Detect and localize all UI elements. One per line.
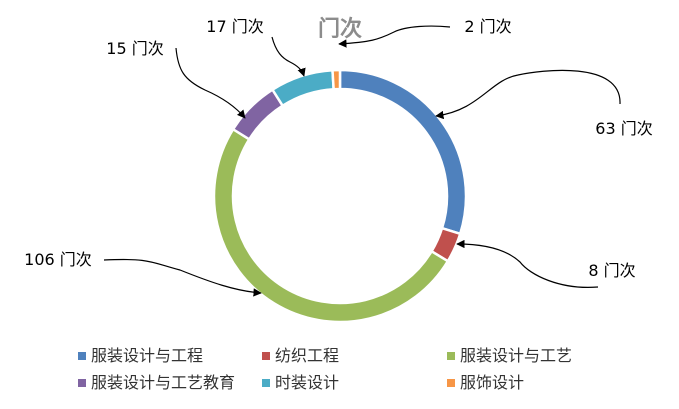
legend-swatch-5 (262, 379, 270, 387)
legend-label-6: 服饰设计 (460, 373, 524, 392)
leader-line-5 (271, 36, 306, 77)
data-label-1: 63 门次 (595, 119, 652, 138)
data-label-group: 63 门次 8 门次 106 门次 15 门次 17 门次 2 门次 (24, 17, 653, 280)
slice-3 (212, 127, 450, 324)
data-label-4: 15 门次 (106, 39, 163, 58)
legend-swatch-2 (262, 352, 270, 360)
slice-group (212, 68, 468, 324)
leader-line-3 (103, 258, 262, 297)
data-label-3: 106 门次 (24, 250, 92, 269)
data-label-6: 2 门次 (464, 17, 511, 36)
legend-label-3: 服装设计与工艺 (460, 346, 572, 365)
legend-label-2: 纺织工程 (275, 346, 339, 365)
legend-label-4: 服装设计与工艺教育 (91, 373, 235, 392)
legend-label-1: 服装设计与工程 (91, 346, 203, 365)
leader-line-4 (175, 47, 246, 119)
leader-line-2 (456, 239, 599, 288)
slice-5 (271, 68, 335, 107)
leader-line-1 (435, 69, 621, 120)
data-label-2: 8 门次 (588, 261, 635, 280)
legend-swatch-1 (78, 352, 86, 360)
slice-4 (231, 88, 284, 141)
chart-title: 门次 (318, 16, 362, 42)
leader-lines (103, 25, 621, 297)
slice-6 (331, 68, 342, 91)
slice-1 (338, 68, 468, 236)
legend-swatch-6 (447, 379, 455, 387)
legend-swatch-4 (78, 379, 86, 387)
data-label-5: 17 门次 (206, 17, 263, 36)
legend-swatch-3 (447, 352, 455, 360)
leader-line-6 (338, 25, 451, 48)
legend-label-5: 时装设计 (275, 373, 339, 392)
